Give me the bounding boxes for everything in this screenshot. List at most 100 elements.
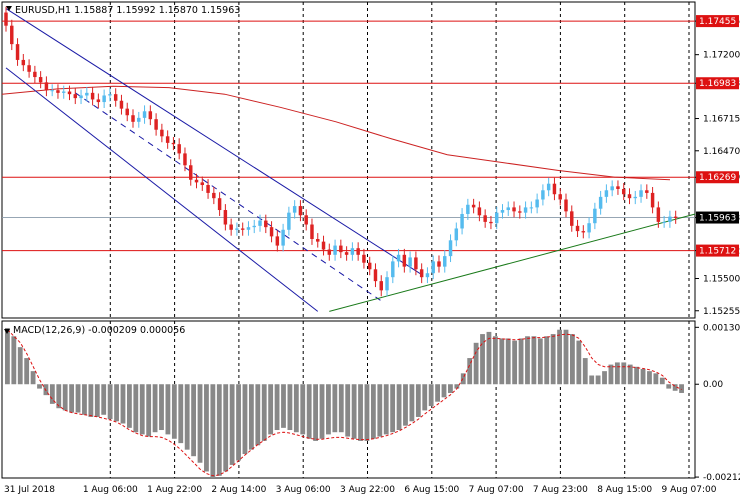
macd-histogram-bar (287, 384, 293, 431)
level-price-box (696, 244, 739, 257)
candle-body (50, 90, 54, 92)
macd-histogram-bar (351, 384, 357, 439)
macd-histogram-bar (480, 334, 485, 385)
macd-signal-line (7, 329, 682, 477)
macd-histogram-bar (582, 358, 588, 385)
candle-body (298, 206, 303, 216)
candle-body (489, 221, 493, 224)
candle-body (137, 117, 141, 122)
macd-histogram-bar (191, 384, 197, 457)
candle-body (171, 142, 176, 145)
macd-histogram-bar (338, 384, 344, 433)
channel-mid-line[interactable] (74, 92, 382, 302)
macd-menu-icon[interactable] (4, 329, 10, 334)
candle-body (656, 207, 661, 222)
macd-histogram-bar (448, 384, 453, 393)
candle-body (633, 196, 638, 199)
candle-body (148, 111, 153, 120)
level-price-label: 1.15712 (699, 247, 736, 257)
macd-histogram-bar (550, 334, 556, 385)
price-tick-label: 1.17200 (703, 51, 740, 61)
candle-body (512, 207, 516, 212)
current-price-box (696, 211, 739, 224)
macd-histogram-bar (659, 377, 665, 385)
candle-body (21, 59, 26, 66)
macd-histogram-bar (236, 384, 241, 461)
macd-histogram-bar (627, 364, 633, 385)
candle-body (131, 115, 135, 122)
macd-histogram-bar (441, 384, 447, 398)
candle-body (56, 90, 60, 93)
x-tick-label: 7 Aug 07:00 (469, 485, 524, 495)
trend-line[interactable] (329, 213, 696, 312)
macd-histogram-bar (383, 384, 389, 435)
macd-histogram-bar (396, 384, 402, 431)
price-tick-label: 1.16715 (703, 115, 740, 125)
candle-body (552, 183, 557, 195)
macd-histogram-bar (313, 384, 319, 441)
macd-histogram-bar (24, 358, 30, 385)
candle-body (373, 269, 378, 282)
candle-body (581, 231, 586, 233)
candle-body (367, 262, 372, 270)
level-price-box (696, 15, 739, 28)
candle-body (189, 165, 193, 180)
candle-body (4, 12, 8, 26)
x-tick-label: 8 Aug 15:00 (597, 485, 652, 495)
candle-body (402, 254, 407, 267)
macd-histogram-bar (229, 384, 235, 465)
candle-body (621, 188, 626, 195)
macd-histogram-bar (293, 384, 299, 433)
macd-histogram-bar (216, 384, 222, 476)
macd-histogram-bar (364, 384, 370, 441)
candle-body (391, 261, 395, 278)
macd-histogram-bar (255, 384, 261, 446)
candle-body (448, 240, 453, 257)
macd-histogram-bar (146, 384, 152, 437)
macd-histogram-bar (101, 384, 107, 415)
candle-body (38, 77, 43, 83)
x-tick-label: 6 Aug 15:00 (404, 485, 459, 495)
candle-body (154, 119, 158, 130)
macd-histogram-bar (75, 384, 81, 413)
candle-body (183, 153, 187, 166)
chart-menu-icon[interactable] (6, 6, 12, 11)
macd-histogram-bar (563, 329, 569, 385)
macd-histogram-bar (428, 384, 434, 407)
candle-body (15, 44, 20, 60)
macd-histogram-bar (499, 338, 505, 385)
candle-body (119, 100, 124, 109)
macd-histogram-bar (589, 375, 595, 385)
candle-body (142, 111, 147, 118)
candle-body (673, 216, 678, 218)
candle-body (535, 199, 539, 208)
candle-body (564, 199, 568, 212)
candle-body (321, 241, 326, 250)
candle-body (269, 227, 274, 237)
macd-histogram-bar (634, 366, 640, 385)
x-tick-label: 9 Aug 07:00 (662, 485, 717, 495)
macd-histogram-bar (178, 384, 184, 444)
candle-body (506, 207, 510, 211)
macd-tick-label: -0.002129 (703, 473, 740, 483)
channel-line[interactable] (5, 8, 422, 275)
macd-histogram-bar (390, 384, 396, 433)
candle-body (645, 190, 649, 193)
candle-body (575, 225, 580, 232)
channel-line[interactable] (5, 67, 319, 312)
macd-histogram-bar (454, 384, 460, 389)
macd-histogram-bar (602, 371, 607, 385)
macd-histogram-bar (152, 384, 158, 433)
candle-body (587, 223, 591, 233)
macd-header: MACD(12,26,9) -0.000209 0.000056 (13, 325, 185, 336)
macd-histogram-bar (197, 384, 203, 463)
macd-histogram-bar (576, 340, 582, 385)
candle-body (437, 261, 441, 267)
macd-histogram-bar (114, 384, 119, 422)
candle-body (546, 183, 551, 191)
candle-body (90, 92, 95, 100)
candle-body (668, 216, 672, 222)
candle-body (541, 190, 545, 200)
